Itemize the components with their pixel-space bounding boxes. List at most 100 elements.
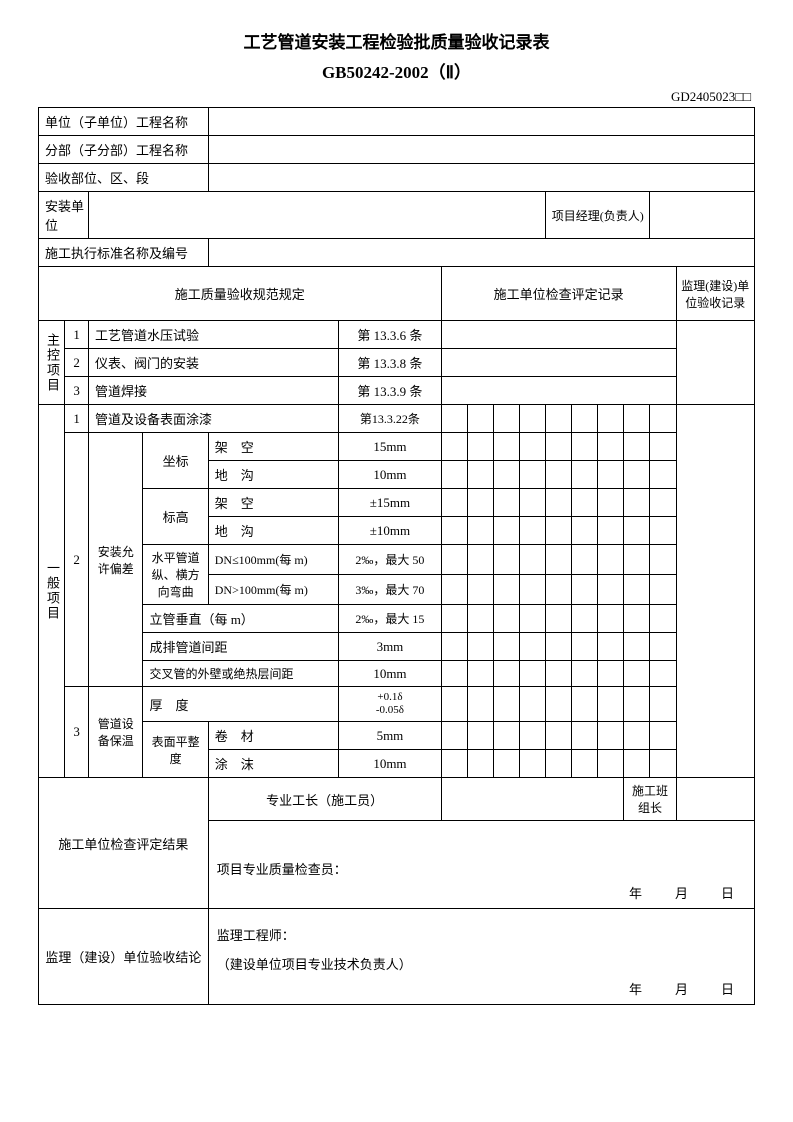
cell[interactable] [624, 405, 650, 433]
cell[interactable] [519, 687, 545, 722]
cell[interactable] [624, 687, 650, 722]
cell[interactable] [519, 661, 545, 687]
cell[interactable] [624, 750, 650, 778]
cell[interactable] [624, 461, 650, 489]
cell[interactable] [650, 405, 676, 433]
cell[interactable] [650, 545, 676, 575]
cell[interactable] [519, 605, 545, 633]
cell[interactable] [572, 517, 598, 545]
cell[interactable] [624, 433, 650, 461]
cell[interactable] [546, 461, 572, 489]
main-3-check[interactable] [441, 377, 676, 405]
cell[interactable] [519, 750, 545, 778]
sup-block[interactable]: 监理工程师： （建设单位项目专业技术负责人） 年 月 日 [208, 909, 754, 1005]
cell[interactable] [441, 461, 467, 489]
cell[interactable] [598, 750, 624, 778]
cell[interactable] [650, 750, 676, 778]
cell[interactable] [650, 633, 676, 661]
gen-sup[interactable] [676, 405, 754, 778]
team-leader-val[interactable] [676, 778, 754, 821]
cell[interactable] [441, 687, 467, 722]
cell[interactable] [598, 405, 624, 433]
cell[interactable] [546, 633, 572, 661]
cell[interactable] [650, 517, 676, 545]
cell[interactable] [624, 545, 650, 575]
cell[interactable] [572, 575, 598, 605]
cell[interactable] [519, 722, 545, 750]
cell[interactable] [546, 687, 572, 722]
cell[interactable] [467, 489, 493, 517]
cell[interactable] [546, 545, 572, 575]
cell[interactable] [546, 489, 572, 517]
cell[interactable] [493, 575, 519, 605]
cell[interactable] [519, 461, 545, 489]
cell[interactable] [572, 661, 598, 687]
cell[interactable] [493, 687, 519, 722]
cell[interactable] [650, 489, 676, 517]
cell[interactable] [467, 405, 493, 433]
cell[interactable] [441, 545, 467, 575]
cell[interactable] [598, 605, 624, 633]
cell[interactable] [598, 633, 624, 661]
cell[interactable] [598, 489, 624, 517]
cell[interactable] [519, 405, 545, 433]
cell[interactable] [546, 722, 572, 750]
cell[interactable] [572, 545, 598, 575]
cell[interactable] [572, 687, 598, 722]
cell[interactable] [598, 687, 624, 722]
val-unit-project[interactable] [208, 108, 754, 136]
cell[interactable] [467, 575, 493, 605]
cell[interactable] [493, 661, 519, 687]
cell[interactable] [546, 405, 572, 433]
cell[interactable] [624, 489, 650, 517]
foreman-val[interactable] [441, 778, 624, 821]
main-1-check[interactable] [441, 321, 676, 349]
main-sup[interactable] [676, 321, 754, 405]
cell[interactable] [493, 750, 519, 778]
cell[interactable] [493, 722, 519, 750]
cell[interactable] [467, 687, 493, 722]
cell[interactable] [572, 750, 598, 778]
cell[interactable] [546, 433, 572, 461]
cell[interactable] [650, 605, 676, 633]
cell[interactable] [467, 461, 493, 489]
cell[interactable] [650, 461, 676, 489]
cell[interactable] [441, 605, 467, 633]
cell[interactable] [546, 661, 572, 687]
cell[interactable] [546, 575, 572, 605]
cell[interactable] [519, 489, 545, 517]
cell[interactable] [519, 575, 545, 605]
cell[interactable] [624, 722, 650, 750]
cell[interactable] [493, 545, 519, 575]
val-install-unit[interactable] [89, 192, 546, 239]
cell[interactable] [441, 405, 467, 433]
cell[interactable] [650, 575, 676, 605]
cell[interactable] [572, 722, 598, 750]
cell[interactable] [493, 633, 519, 661]
cell[interactable] [572, 461, 598, 489]
cell[interactable] [519, 433, 545, 461]
cell[interactable] [624, 661, 650, 687]
cell[interactable] [493, 517, 519, 545]
cell[interactable] [467, 433, 493, 461]
cell[interactable] [650, 722, 676, 750]
cell[interactable] [598, 722, 624, 750]
cell[interactable] [598, 461, 624, 489]
cell[interactable] [441, 575, 467, 605]
cell[interactable] [650, 433, 676, 461]
qc-block[interactable]: 项目专业质量检查员： 年 月 日 [208, 821, 754, 909]
cell[interactable] [624, 575, 650, 605]
cell[interactable] [467, 661, 493, 687]
cell[interactable] [598, 661, 624, 687]
cell[interactable] [467, 545, 493, 575]
cell[interactable] [493, 461, 519, 489]
cell[interactable] [572, 633, 598, 661]
cell[interactable] [441, 750, 467, 778]
cell[interactable] [493, 433, 519, 461]
cell[interactable] [493, 405, 519, 433]
cell[interactable] [441, 517, 467, 545]
cell[interactable] [441, 433, 467, 461]
cell[interactable] [441, 489, 467, 517]
cell[interactable] [624, 633, 650, 661]
cell[interactable] [519, 545, 545, 575]
